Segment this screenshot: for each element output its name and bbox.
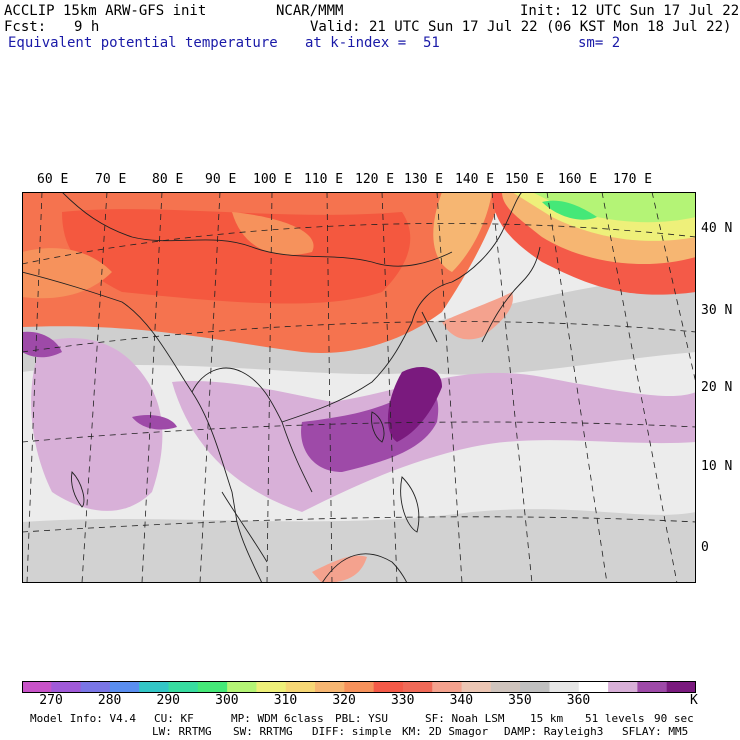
coastlines xyxy=(22,192,541,583)
fcst-value: 9 h xyxy=(74,19,100,35)
graticule xyxy=(22,192,696,583)
footer-km: KM: 2D Smagor xyxy=(402,725,489,738)
footer-pbl: PBL: YSU xyxy=(335,712,388,725)
colorbar-swatch xyxy=(402,681,433,693)
colorbar-swatch xyxy=(285,681,316,693)
colorbar-swatch xyxy=(22,681,52,693)
init-time: Init: 12 UTC Sun 17 Jul 22 xyxy=(520,3,740,19)
lat-label: 40 N xyxy=(701,221,733,236)
lon-label: 150 E xyxy=(505,172,545,187)
lat-label: 30 N xyxy=(701,303,733,318)
colorbar-swatch xyxy=(461,681,492,693)
footer-sf: SF: Noah LSM xyxy=(425,712,505,725)
colorbar-swatch xyxy=(256,681,287,693)
lat-label: 10 N xyxy=(701,459,733,474)
lon-label: 100 E xyxy=(253,172,293,187)
colorbar-label: 330 xyxy=(390,693,415,708)
theta-e-map xyxy=(22,192,696,583)
colorbar-swatch xyxy=(109,681,140,693)
footer-sflay: SFLAY: MM5 xyxy=(622,725,689,738)
colorbar-swatch xyxy=(168,681,199,693)
lon-label: 110 E xyxy=(304,172,344,187)
colorbar-swatch xyxy=(637,681,668,693)
colorbar-swatch xyxy=(197,681,228,693)
level-label: at k-index = 51 xyxy=(305,35,440,51)
valid-time: Valid: 21 UTC Sun 17 Jul 22 (06 KST Mon … xyxy=(310,19,732,35)
colorbar-swatch xyxy=(315,681,345,693)
colorbar-label: 320 xyxy=(332,693,356,708)
lon-label: 170 E xyxy=(613,172,653,187)
colorbar-swatch xyxy=(608,681,638,693)
lon-label: 80 E xyxy=(152,172,184,187)
footer-damp: DAMP: Rayleigh3 xyxy=(504,725,604,738)
field-name: Equivalent potential temperature xyxy=(8,35,278,51)
colorbar-swatch xyxy=(432,681,463,693)
moist-region xyxy=(31,338,163,511)
colorbar-label: 310 xyxy=(273,693,298,708)
colorbar-label: 360 xyxy=(566,693,591,708)
lat-label: 20 N xyxy=(701,380,733,395)
fcst-label: Fcst: xyxy=(4,19,47,35)
colorbar-label: 340 xyxy=(449,693,474,708)
colorbar-swatch xyxy=(520,681,550,693)
smooth-label: sm= 2 xyxy=(578,35,621,51)
footer-levels: 51 levels xyxy=(585,712,645,725)
lon-label: 120 E xyxy=(355,172,395,187)
footer-dt: 90 sec xyxy=(654,712,694,725)
model-title: ACCLIP 15km ARW-GFS init xyxy=(4,3,207,19)
colorbar-unit: K xyxy=(690,693,698,708)
colorbar-swatch xyxy=(139,681,170,693)
lon-label: 90 E xyxy=(205,172,237,187)
colorbar-swatch xyxy=(51,681,82,693)
footer-model-info: Model Info: V4.4 xyxy=(30,712,136,725)
footer-cu: CU: KF xyxy=(154,712,194,725)
lon-label: 160 E xyxy=(558,172,598,187)
colorbar-label: 290 xyxy=(156,693,180,708)
colorbar-swatch xyxy=(666,681,696,693)
lon-label: 130 E xyxy=(404,172,444,187)
colorbar-swatch xyxy=(373,681,404,693)
colorbar-swatch xyxy=(80,681,111,693)
footer-res: 15 km xyxy=(530,712,564,725)
org-label: NCAR/MMM xyxy=(276,3,344,19)
colorbar-swatch xyxy=(549,681,580,693)
footer-mp: MP: WDM 6class xyxy=(231,712,324,725)
colorbar-swatch xyxy=(227,681,257,693)
lon-label: 60 E xyxy=(37,172,69,187)
lat-label: 0 xyxy=(701,540,709,555)
colorbar-label: 350 xyxy=(508,693,532,708)
lon-label: 70 E xyxy=(95,172,127,187)
colorbar-swatch xyxy=(490,681,521,693)
footer-diff: DIFF: simple xyxy=(312,725,392,738)
colorbar xyxy=(22,681,696,693)
footer-sw: SW: RRTMG xyxy=(233,725,293,738)
colorbar-label: 300 xyxy=(215,693,239,708)
map-frame xyxy=(22,192,696,583)
colorbar-swatch xyxy=(344,681,375,693)
colorbar-label: 280 xyxy=(97,693,122,708)
footer-lw: LW: RRTMG xyxy=(152,725,212,738)
colorbar-swatch xyxy=(578,681,609,693)
colorbar-label: 270 xyxy=(39,693,63,708)
lon-label: 140 E xyxy=(455,172,495,187)
